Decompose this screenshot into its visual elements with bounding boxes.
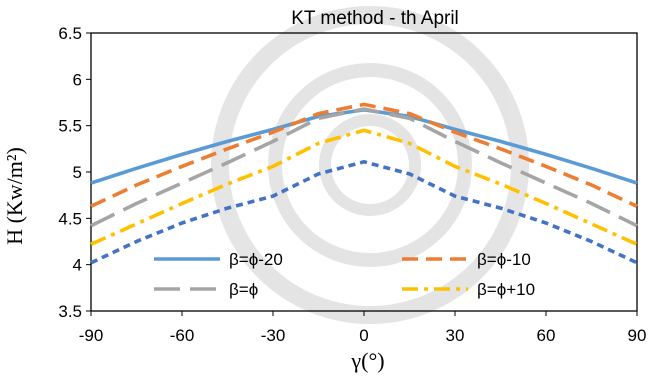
x-tick-label: 90 — [628, 326, 647, 345]
series-line-1 — [90, 102, 638, 208]
series-line-3 — [90, 128, 638, 246]
x-axis-title: γ(°) — [350, 348, 384, 373]
legend-label-1: β=ϕ-10 — [477, 250, 531, 269]
y-tick-label: 6.5 — [58, 24, 82, 43]
y-tick-label: 3.5 — [58, 302, 82, 321]
legend-label-2: β=ϕ — [229, 280, 258, 299]
x-tick-label: -90 — [79, 326, 104, 345]
x-tick-label: -30 — [261, 326, 286, 345]
x-axis-ticks: -90 -60 -30 0 30 60 90 — [79, 311, 647, 345]
x-tick-label: 60 — [537, 326, 556, 345]
y-tick-label: 5 — [73, 163, 82, 182]
series-line-4 — [90, 160, 638, 265]
y-axis-title: H (Kw/m²) — [2, 147, 27, 245]
legend-label-0: β=ϕ-20 — [229, 250, 283, 269]
x-tick-label: 30 — [446, 326, 465, 345]
series-line-2 — [90, 107, 638, 228]
y-tick-label: 4 — [73, 256, 82, 275]
chart-title: KT method - th April — [291, 8, 459, 29]
y-tick-label: 5.5 — [58, 117, 82, 136]
y-tick-label: 4.5 — [58, 209, 82, 228]
x-tick-label: -60 — [170, 326, 195, 345]
series-layer — [90, 102, 638, 265]
x-tick-label: 0 — [359, 326, 368, 345]
legend-label-3: β=ϕ+10 — [477, 280, 535, 299]
y-axis-ticks: 3.5 4 4.5 5 5.5 6 6.5 — [58, 24, 91, 321]
y-tick-label: 6 — [73, 70, 82, 89]
watermark-emblem — [211, 6, 529, 324]
legend: β=ϕ-20 β=ϕ-10 β=ϕ β=ϕ+10 — [154, 250, 535, 299]
